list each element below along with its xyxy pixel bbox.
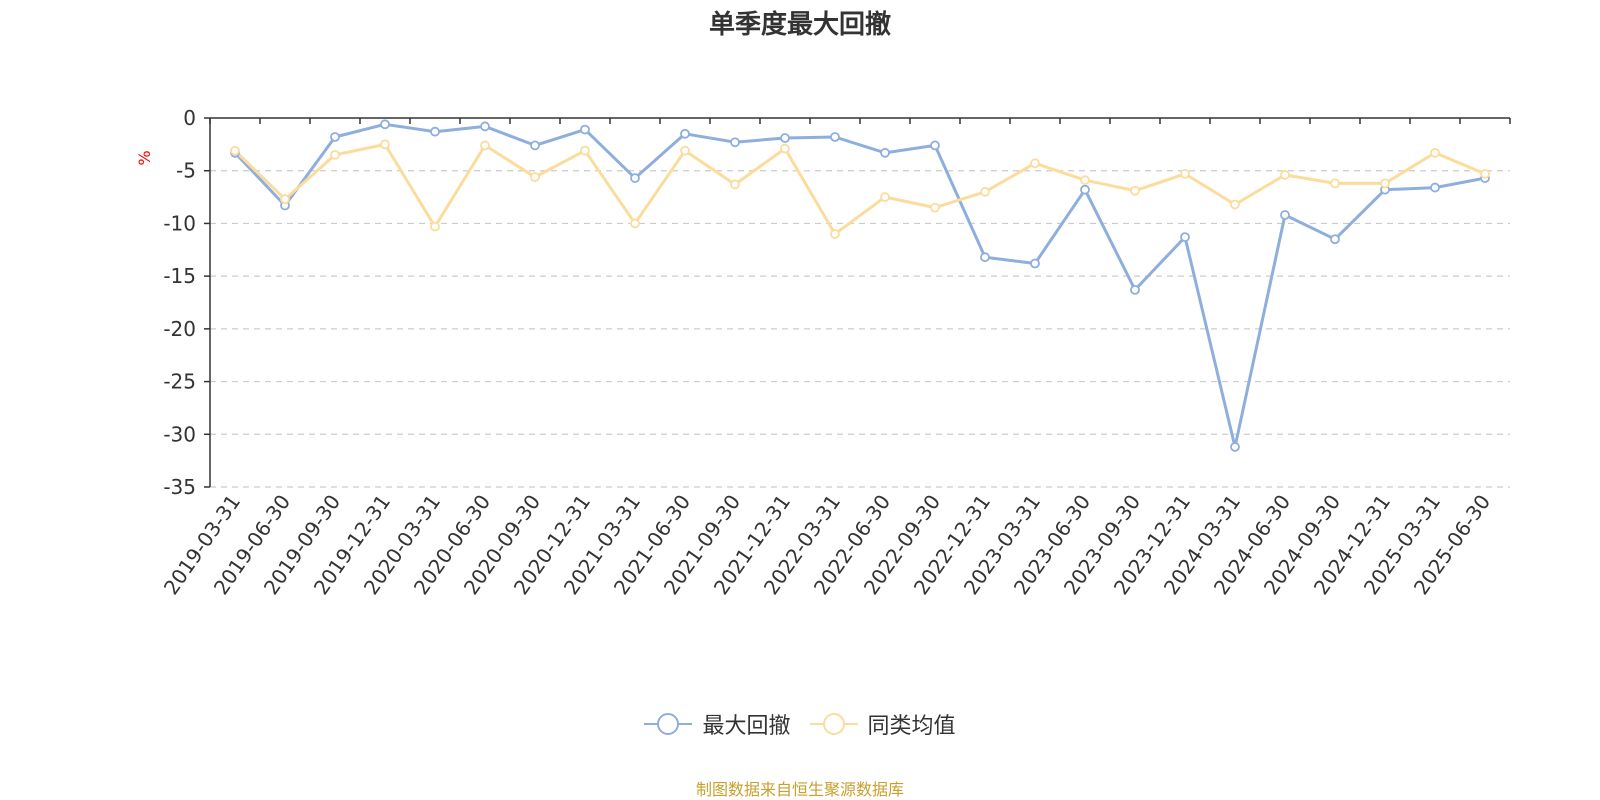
legend-label: 最大回撤 bbox=[702, 714, 791, 739]
series-0-point bbox=[1130, 284, 1140, 295]
series-0-point bbox=[1230, 442, 1240, 452]
series-1-point bbox=[380, 139, 390, 150]
series-0-point bbox=[830, 132, 840, 142]
series-1-point bbox=[1280, 170, 1290, 180]
series-0-point bbox=[380, 119, 390, 130]
y-tick-label: -10 bbox=[163, 211, 196, 235]
y-tick-label: 0 bbox=[183, 106, 196, 130]
series-1-point bbox=[530, 172, 540, 182]
chart-title: 单季度最大回撤 bbox=[708, 10, 891, 40]
series-0-point bbox=[430, 126, 440, 137]
series-1-point bbox=[280, 194, 290, 205]
y-tick-label: -5 bbox=[176, 159, 196, 183]
y-tick-label: -15 bbox=[163, 264, 196, 288]
series-1-point bbox=[680, 145, 690, 156]
series-1-point bbox=[830, 229, 840, 239]
series-1-point bbox=[1430, 147, 1440, 158]
y-tick-label: -30 bbox=[163, 422, 196, 446]
legend-item-series-0[interactable]: 最大回撤 bbox=[644, 708, 791, 740]
gridlines bbox=[210, 170, 1510, 488]
series-1-point bbox=[430, 221, 440, 232]
series-1-point bbox=[580, 145, 590, 156]
series-0-point bbox=[530, 140, 540, 151]
series-1-point bbox=[1330, 178, 1340, 189]
series-1-point bbox=[980, 186, 990, 197]
series-1-point bbox=[630, 218, 640, 229]
series-0-point bbox=[1080, 184, 1090, 195]
y-tick-label: -35 bbox=[163, 475, 196, 499]
series-0-point bbox=[1330, 234, 1340, 245]
series-1-point bbox=[1480, 168, 1490, 179]
series-0-point bbox=[630, 173, 640, 183]
series-1-point bbox=[1180, 168, 1190, 179]
series-0-point bbox=[580, 124, 590, 135]
series-0-point bbox=[1280, 210, 1290, 220]
series-0-point bbox=[980, 252, 990, 263]
series-1-point bbox=[1080, 175, 1090, 186]
series-0-point bbox=[1030, 258, 1040, 269]
series-1-point bbox=[330, 149, 340, 160]
series-0-point bbox=[1430, 182, 1440, 193]
y-axis-label: % bbox=[135, 150, 154, 165]
series-1-point bbox=[1380, 178, 1390, 189]
series-0-point bbox=[1180, 232, 1190, 243]
source-note: 制图数据来自恒生聚源数据库 bbox=[695, 780, 904, 799]
series-1-point bbox=[1030, 158, 1040, 169]
series-1-point bbox=[1230, 199, 1240, 210]
series-0-point bbox=[480, 121, 490, 132]
series-1-point bbox=[880, 192, 890, 202]
series-0-point bbox=[930, 140, 940, 151]
series-0-point bbox=[780, 133, 790, 143]
series-1-point bbox=[730, 179, 740, 190]
y-tick-label: -25 bbox=[163, 370, 196, 394]
y-tick-label: -20 bbox=[163, 317, 196, 341]
series-1-point bbox=[1130, 185, 1140, 196]
legend-item-series-1[interactable]: 同类均值 bbox=[809, 708, 956, 740]
series-1-point bbox=[780, 143, 790, 154]
series-1-point bbox=[230, 145, 240, 156]
legend-swatch-icon bbox=[644, 713, 693, 735]
series-0-point bbox=[680, 128, 690, 139]
legend: 最大回撤 同类均值 bbox=[0, 708, 1600, 743]
series-1-point bbox=[930, 202, 940, 213]
series-lines bbox=[230, 119, 1490, 452]
series-0-point bbox=[880, 147, 890, 158]
legend-label: 同类均值 bbox=[867, 714, 956, 739]
series-0-point bbox=[730, 137, 740, 148]
series-line-0 bbox=[233, 122, 1486, 449]
series-line-1 bbox=[233, 142, 1486, 236]
legend-swatch-icon bbox=[809, 713, 858, 735]
series-1-point bbox=[480, 140, 490, 151]
series-0-point bbox=[330, 132, 340, 142]
